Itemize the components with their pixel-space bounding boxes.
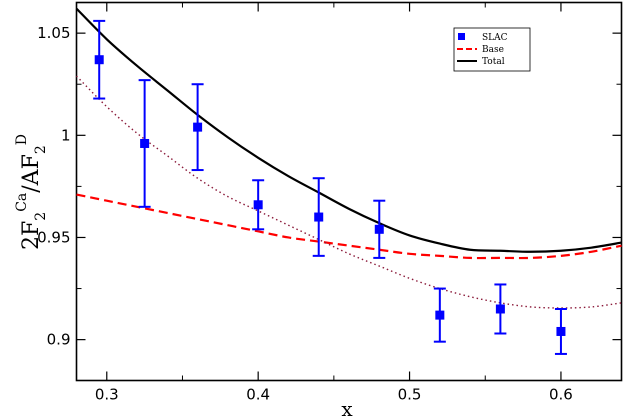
square-marker [253,200,263,210]
slac-point [554,307,567,355]
svg-text:2F2Ca/AF2D: 2F2Ca/AF2D [14,134,49,250]
y-tick-label: 1 [61,126,71,144]
curves [75,7,622,309]
y-label-sup1: Ca [14,193,30,212]
legend-label-slac: SLAC [482,33,508,43]
y-tick-label: 0.95 [37,228,70,246]
slac-point [494,283,507,335]
x-tick-label: 0.6 [549,386,573,404]
slac-point [433,287,446,343]
y-label-sup2: D [14,134,30,145]
base-curve [76,193,622,260]
square-marker [94,55,104,65]
square-marker [495,304,505,314]
x-tick-label: 0.5 [398,386,422,404]
slac-point [252,179,265,231]
slac-point [373,199,386,259]
slac-point [138,79,151,208]
square-marker [374,224,384,234]
square-marker [314,212,324,222]
y-axis-label: 2F2Ca/AF2D [14,134,49,250]
y-label-mid: /AF [19,154,44,193]
slac-point [93,19,106,100]
slac-point [312,177,325,257]
y-label-sub2: 2 [33,145,49,154]
total-curve [75,7,622,253]
square-marker [140,138,150,148]
y-label-base: 2F [19,221,44,250]
plot-frame [75,1,623,382]
data-points [93,19,567,355]
y-tick-label: 1.05 [37,24,70,42]
slac-point [191,83,204,172]
legend-label-base: Base [482,45,504,55]
x-axis-label: x [341,397,353,418]
legend: SLAC Base Total [453,27,531,72]
x-tick-label: 0.3 [95,386,119,404]
square-marker [193,122,203,132]
legend-label-total: Total [482,57,505,67]
y-tick-label: 0.9 [47,331,71,349]
square-marker [435,310,445,320]
x-tick-label: 0.4 [246,386,270,404]
y-label-sub1: 2 [33,212,49,221]
square-marker [556,326,566,336]
axes: 0.3 0.4 0.5 0.6 0.9 0.95 1 1.05 [37,2,622,404]
legend-marker-slac [458,33,465,40]
dotted-curve [76,75,622,309]
